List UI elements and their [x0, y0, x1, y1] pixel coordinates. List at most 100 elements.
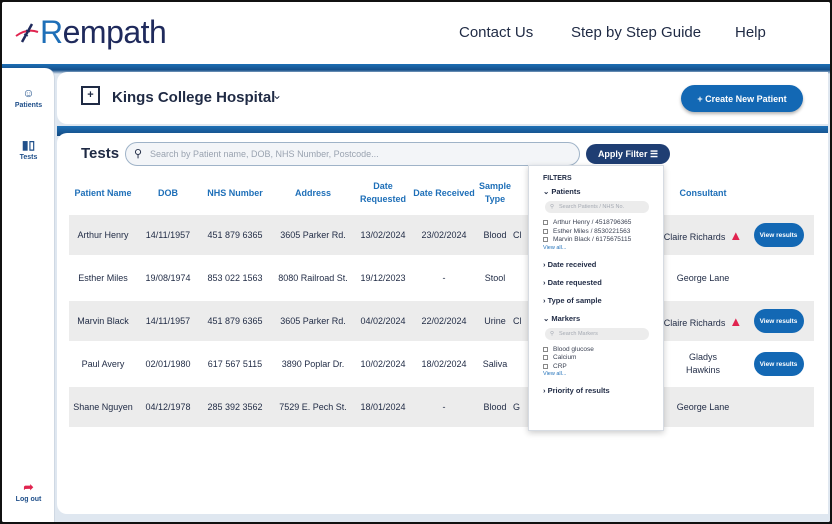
sidebar-item-patients[interactable]: ☺ Patients: [2, 86, 55, 109]
create-patient-button[interactable]: + Create New Patient: [681, 85, 803, 112]
apply-filter-button[interactable]: Apply Filter ☰: [586, 144, 670, 164]
col-header[interactable]: Date Received: [413, 187, 475, 198]
cell-nhs: 285 392 3562: [199, 387, 271, 427]
consultant-name: George Lane: [676, 402, 730, 412]
cell-requested: 13/02/2024: [355, 215, 411, 255]
nav-help[interactable]: Help: [735, 24, 766, 41]
sidebar-label: Tests: [19, 154, 38, 161]
hospital-icon: +: [81, 86, 100, 105]
col-header[interactable]: Address: [294, 187, 331, 198]
tests-panel: Tests ⚲ Search by Patient name, DOB, NHS …: [57, 133, 828, 514]
bar-chart-icon: ▮▯: [21, 138, 36, 152]
cell-requested: 10/02/2024: [360, 359, 406, 369]
cell-action: [743, 258, 814, 298]
cell-dob: 19/08/1974: [145, 273, 191, 283]
table-row[interactable]: Esther Miles 19/08/1974 853 022 1563 8080 R…: [69, 258, 814, 298]
col-header[interactable]: DOB: [158, 187, 178, 198]
marker-checkbox[interactable]: CRP: [543, 363, 663, 370]
section-label: Date received: [547, 259, 597, 269]
search-icon: ⚲: [550, 204, 555, 210]
logout-button[interactable]: ➦ Log out: [2, 480, 55, 503]
filter-section-priority[interactable]: › Priority of results: [543, 386, 610, 395]
divider-band: [57, 126, 828, 136]
col-header[interactable]: Date Requested: [359, 181, 406, 204]
patient-checkbox[interactable]: Esther Miles / 8530221563: [543, 228, 663, 235]
cell-requested: 04/02/2024: [355, 301, 411, 341]
search-placeholder: Search by Patient name, DOB, NHS Number,…: [150, 149, 379, 159]
cell-received: 18/02/2024: [421, 359, 467, 369]
table-row[interactable]: Arthur Henry 14/11/1957 451 879 6365 3605 P…: [69, 215, 814, 255]
option-label: Esther Miles / 8530221563: [553, 227, 631, 235]
nav-step-guide[interactable]: Step by Step Guide: [571, 24, 702, 41]
cell-sample: Blood: [477, 215, 513, 255]
consultant-name: George Lane: [676, 273, 730, 283]
cell-received: 22/02/2024: [411, 301, 477, 341]
option-label: CRP: [553, 362, 567, 370]
placeholder: Search Markers: [559, 330, 598, 337]
consultant-name: Claire Richards: [663, 317, 726, 328]
table-row[interactable]: Marvin Black 14/11/1957 451 879 6365 3605 P…: [69, 301, 814, 341]
cell-nhs: 451 879 6365: [199, 301, 271, 341]
col-header[interactable]: NHS Number: [207, 187, 263, 198]
cell-requested: 18/01/2024: [355, 387, 411, 427]
cell-name: Marvin Black: [69, 301, 137, 341]
patient-checkbox[interactable]: Arthur Henry / 4518796365: [543, 219, 663, 226]
search-icon: ⚲: [550, 330, 555, 337]
marker-search-input[interactable]: ⚲ Search Markers: [545, 327, 649, 340]
cell-consultant: George Lane: [663, 258, 743, 298]
cell-name: Arthur Henry: [69, 215, 137, 255]
view-results-button[interactable]: View results: [753, 309, 804, 333]
cell-received: -: [442, 273, 446, 283]
cell-requested: 19/12/2023: [360, 273, 406, 283]
col-header[interactable]: Consultant: [679, 187, 727, 198]
section-label: Patients: [551, 187, 581, 196]
consultant-name: Claire Richards: [663, 231, 726, 242]
filter-section-date-received[interactable]: › Date received: [543, 259, 597, 269]
table-row[interactable]: Paul Avery 02/01/1980 617 567 5115 3890 Pop…: [69, 344, 814, 384]
view-all-markers-link[interactable]: View all...: [543, 371, 567, 377]
tests-table: Patient Name DOB NHS Number Address Date…: [69, 171, 814, 430]
option-label: Blood glucose: [553, 345, 594, 353]
cell-address: 3890 Poplar Dr.: [281, 359, 345, 369]
view-results-button[interactable]: View results: [753, 352, 804, 376]
nav-contact-us[interactable]: Contact Us: [459, 24, 534, 41]
filter-section-sample-type[interactable]: › Type of sample: [543, 295, 602, 305]
chevron-down-icon[interactable]: ⌄: [272, 88, 283, 102]
marker-checkbox[interactable]: Blood glucose: [543, 346, 663, 353]
filter-section-markers[interactable]: ⌄ Markers: [543, 313, 581, 323]
cell-address: 8080 Railroad St.: [278, 273, 348, 283]
marker-checkbox[interactable]: Calcium: [543, 354, 663, 361]
cell-action: View results: [743, 344, 814, 384]
view-results-button[interactable]: View results: [753, 223, 804, 247]
view-all-patients-link[interactable]: View all...: [543, 244, 567, 251]
cell-name: Shane Nguyen: [69, 387, 137, 427]
section-label: Priority of results: [547, 386, 610, 395]
hospital-selector[interactable]: Kings College Hospital: [112, 89, 276, 106]
patient-checkbox[interactable]: Marvin Black / 6175675115: [543, 236, 663, 243]
sidebar-item-tests[interactable]: ▮▯ Tests: [2, 138, 55, 161]
col-header[interactable]: Patient Name: [74, 187, 132, 198]
filters-title: FILTERS: [543, 175, 572, 182]
section-label: Markers: [551, 313, 581, 323]
cell-consultant: Claire Richards ▲: [663, 301, 743, 341]
cell-address: 3605 Parker Rd.: [271, 301, 355, 341]
cell-nhs: 853 022 1563: [207, 273, 263, 283]
col-header[interactable]: Sample Type: [478, 181, 511, 204]
cell-nhs: 451 879 6365: [199, 215, 271, 255]
filter-icon: ☰: [649, 148, 659, 159]
col-header: [743, 174, 814, 212]
table-row[interactable]: Shane Nguyen 04/12/1978 285 392 3562 7529 E…: [69, 387, 814, 427]
patients-icon: ☺: [22, 86, 35, 100]
search-input[interactable]: ⚲ Search by Patient name, DOB, NHS Number…: [125, 142, 580, 166]
option-label: Arthur Henry / 4518796365: [553, 219, 632, 226]
option-label: Calcium: [553, 354, 577, 361]
logo-text: empath: [62, 14, 167, 50]
filter-section-date-requested[interactable]: › Date requested: [543, 277, 602, 287]
option-label: Marvin Black / 6175675115: [553, 236, 632, 243]
patient-search-input[interactable]: ⚲ Search Patients / NHS No.: [545, 201, 649, 213]
filter-section-patients[interactable]: ⌄ Patients: [543, 187, 581, 196]
logout-label: Log out: [15, 496, 42, 503]
